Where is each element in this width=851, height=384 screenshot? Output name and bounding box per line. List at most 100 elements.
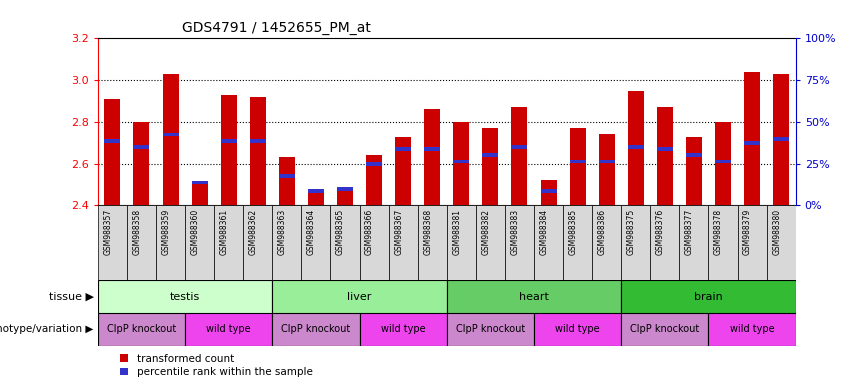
- Text: GSM988360: GSM988360: [191, 209, 200, 255]
- Text: testis: testis: [170, 291, 200, 302]
- Bar: [220, 139, 237, 142]
- Bar: [505, 205, 534, 280]
- Bar: [621, 280, 796, 313]
- Bar: [628, 91, 643, 205]
- Bar: [715, 122, 731, 205]
- Bar: [337, 187, 353, 190]
- Bar: [105, 139, 120, 142]
- Bar: [628, 145, 643, 149]
- Text: GSM988376: GSM988376: [656, 209, 665, 255]
- Bar: [243, 205, 272, 280]
- Text: GSM988361: GSM988361: [220, 209, 229, 255]
- Bar: [186, 313, 272, 346]
- Bar: [534, 313, 621, 346]
- Text: GSM988358: GSM988358: [133, 209, 141, 255]
- Bar: [330, 205, 359, 280]
- Bar: [301, 205, 330, 280]
- Text: GSM988363: GSM988363: [278, 209, 287, 255]
- Text: GSM988386: GSM988386: [597, 209, 607, 255]
- Text: GSM988357: GSM988357: [104, 209, 112, 255]
- Text: brain: brain: [694, 291, 722, 302]
- Bar: [220, 95, 237, 205]
- Legend: transformed count, percentile rank within the sample: transformed count, percentile rank withi…: [120, 354, 312, 377]
- Bar: [395, 147, 411, 151]
- Bar: [447, 313, 534, 346]
- Text: ClpP knockout: ClpP knockout: [107, 324, 176, 334]
- Bar: [163, 132, 179, 136]
- Text: GSM988364: GSM988364: [307, 209, 316, 255]
- Bar: [686, 154, 702, 157]
- Text: GSM988377: GSM988377: [685, 209, 694, 255]
- Text: GSM988382: GSM988382: [482, 209, 490, 255]
- Bar: [447, 280, 621, 313]
- Bar: [709, 205, 738, 280]
- Bar: [214, 205, 243, 280]
- Bar: [774, 74, 789, 205]
- Bar: [540, 180, 557, 205]
- Bar: [186, 205, 214, 280]
- Bar: [483, 154, 499, 157]
- Text: GSM988379: GSM988379: [743, 209, 752, 255]
- Bar: [395, 137, 411, 205]
- Bar: [359, 313, 447, 346]
- Bar: [366, 162, 382, 166]
- Bar: [389, 205, 418, 280]
- Text: ClpP knockout: ClpP knockout: [631, 324, 700, 334]
- Bar: [599, 160, 614, 164]
- Bar: [105, 99, 120, 205]
- Bar: [134, 145, 150, 149]
- Bar: [621, 313, 708, 346]
- Text: wild type: wild type: [207, 324, 251, 334]
- Text: GSM988368: GSM988368: [423, 209, 432, 255]
- Bar: [686, 137, 702, 205]
- Bar: [511, 145, 528, 149]
- Bar: [744, 72, 760, 205]
- Bar: [98, 205, 127, 280]
- Bar: [454, 160, 469, 164]
- Bar: [250, 139, 266, 142]
- Bar: [657, 107, 673, 205]
- Text: ClpP knockout: ClpP knockout: [456, 324, 525, 334]
- Bar: [359, 205, 389, 280]
- Text: GSM988378: GSM988378: [714, 209, 723, 255]
- Text: GSM988375: GSM988375: [627, 209, 636, 255]
- Bar: [454, 122, 469, 205]
- Bar: [337, 187, 353, 205]
- Bar: [366, 155, 382, 205]
- Bar: [744, 141, 760, 145]
- Bar: [98, 280, 272, 313]
- Bar: [272, 205, 301, 280]
- Bar: [418, 205, 447, 280]
- Text: wild type: wild type: [556, 324, 600, 334]
- Bar: [308, 189, 324, 193]
- Text: wild type: wild type: [381, 324, 426, 334]
- Bar: [308, 191, 324, 205]
- Bar: [774, 137, 789, 141]
- Bar: [98, 313, 186, 346]
- Bar: [767, 205, 796, 280]
- Bar: [534, 205, 563, 280]
- Bar: [592, 205, 621, 280]
- Bar: [163, 74, 179, 205]
- Bar: [250, 97, 266, 205]
- Text: ClpP knockout: ClpP knockout: [282, 324, 351, 334]
- Bar: [156, 205, 186, 280]
- Text: GSM988380: GSM988380: [772, 209, 781, 255]
- Text: GSM988385: GSM988385: [568, 209, 578, 255]
- Bar: [511, 107, 528, 205]
- Text: genotype/variation ▶: genotype/variation ▶: [0, 324, 94, 334]
- Bar: [447, 205, 476, 280]
- Bar: [569, 128, 585, 205]
- Text: GDS4791 / 1452655_PM_at: GDS4791 / 1452655_PM_at: [181, 21, 370, 35]
- Bar: [191, 180, 208, 184]
- Bar: [483, 128, 499, 205]
- Text: GSM988381: GSM988381: [453, 209, 461, 255]
- Bar: [134, 122, 150, 205]
- Bar: [709, 313, 796, 346]
- Text: tissue ▶: tissue ▶: [49, 291, 94, 302]
- Text: GSM988366: GSM988366: [365, 209, 374, 255]
- Bar: [425, 109, 440, 205]
- Text: GSM988383: GSM988383: [511, 209, 519, 255]
- Bar: [650, 205, 679, 280]
- Text: GSM988367: GSM988367: [394, 209, 403, 255]
